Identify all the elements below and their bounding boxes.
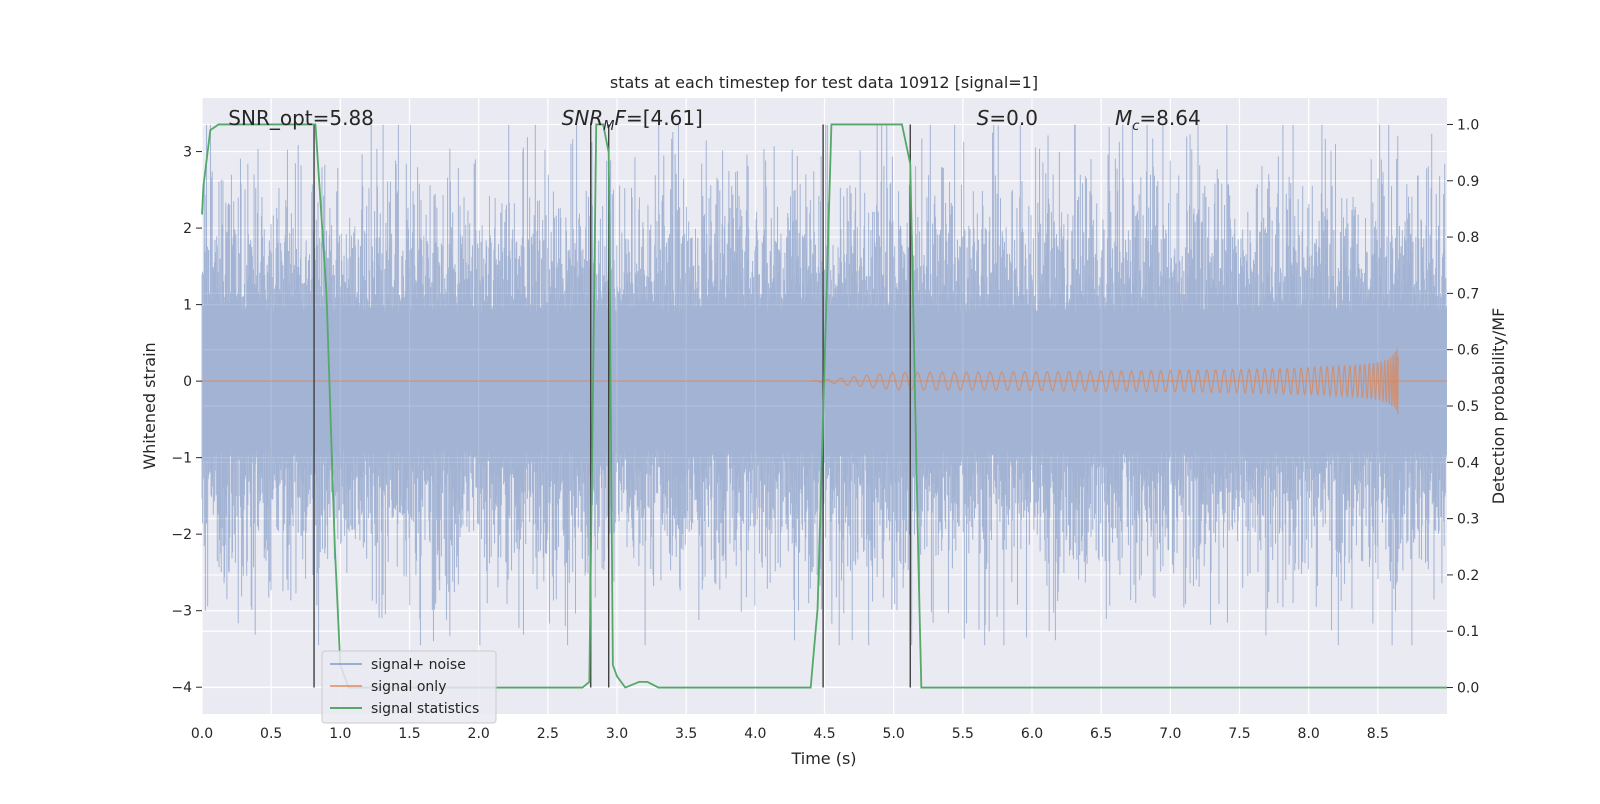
x-tick-label: 5.5 — [952, 726, 974, 742]
x-tick-label: 4.0 — [744, 726, 766, 742]
x-tick-label: 3.0 — [606, 726, 628, 742]
y2-tick-label: 0.2 — [1457, 568, 1479, 584]
legend: signal+ noise signal only signal statist… — [321, 650, 497, 724]
y2-tick-label: 0.1 — [1457, 624, 1479, 640]
y-tick-label: 3 — [183, 145, 192, 161]
signal-chirp — [810, 348, 1399, 415]
annotation: SNR_opt=5.88 — [228, 106, 374, 130]
y2-tick-label: 0.0 — [1457, 681, 1479, 697]
y-tick-label: −1 — [171, 451, 192, 467]
x-tick-label: 7.0 — [1159, 726, 1181, 742]
x-tick-label: 1.5 — [398, 726, 420, 742]
x-tick-label: 0.5 — [260, 726, 282, 742]
x-tick-label: 8.0 — [1298, 726, 1320, 742]
x-tick-labels: 0.0 0.5 1.0 1.5 2.0 2.5 3.0 3.5 4.0 4.5 5.0 5.5 6.0 6… — [191, 726, 1389, 742]
legend-label-stats: signal statistics — [371, 701, 479, 717]
x-tick-label: 1.0 — [329, 726, 351, 742]
legend-label-noise: signal+ noise — [371, 657, 466, 673]
x-tick-label: 6.5 — [1090, 726, 1112, 742]
y-tick-label: −4 — [171, 680, 192, 696]
y-tick-label: 0 — [183, 374, 192, 390]
annotation: SNRMF=[4.61] — [562, 106, 703, 134]
x-tick-label: 3.5 — [675, 726, 697, 742]
x-tick-label: 2.0 — [468, 726, 490, 742]
x-tick-label: 6.0 — [1021, 726, 1043, 742]
annotation: S=0.0 — [977, 106, 1038, 130]
y-axis-label: Whitened strain — [140, 342, 159, 469]
y-tick-label: −3 — [171, 604, 192, 620]
y2-tick-label: 0.3 — [1457, 512, 1479, 528]
series-signal-noise — [201, 124, 1447, 646]
x-tick-label: 4.5 — [813, 726, 835, 742]
annotations: SNR_opt=5.88 SNRMF=[4.61] S=0.0 Mc=8.64 — [228, 106, 1200, 134]
y2-tick-label: 0.4 — [1457, 455, 1479, 471]
y2-tick-label: 0.5 — [1457, 399, 1479, 415]
y2-tick-labels: 1.0 0.9 0.8 0.7 0.6 0.5 0.4 0.3 0.2 0.1 0.0 — [1447, 117, 1479, 697]
legend-box — [321, 650, 497, 724]
y2-tick-label: 0.8 — [1457, 230, 1479, 246]
x-tick-label: 0.0 — [191, 726, 213, 742]
noise-trace — [201, 124, 1447, 646]
y2-axis-label: Detection probability/MF — [1489, 308, 1508, 505]
x-tick-label: 5.0 — [883, 726, 905, 742]
x-tick-label: 7.5 — [1228, 726, 1250, 742]
statistics-line — [201, 123, 1447, 689]
annotation: Mc=8.64 — [1115, 106, 1201, 134]
y-tick-label: −2 — [171, 527, 192, 543]
x-tick-label: 2.5 — [537, 726, 559, 742]
x-axis-label: Time (s) — [790, 749, 856, 768]
series-signal-statistics — [201, 123, 1447, 689]
y-tick-label: 2 — [183, 221, 192, 237]
y-tick-labels: 3 2 1 0 −1 −2 −3 −4 — [171, 145, 202, 696]
y2-tick-label: 0.9 — [1457, 174, 1479, 190]
legend-label-signal: signal only — [371, 679, 446, 695]
y2-tick-label: 0.6 — [1457, 343, 1479, 359]
x-tick-label: 8.5 — [1367, 726, 1389, 742]
y2-gridlines — [202, 123, 1447, 689]
y2-tick-label: 0.7 — [1457, 286, 1479, 302]
chart-title: stats at each timestep for test data 109… — [610, 73, 1038, 92]
y-tick-label: 1 — [183, 298, 192, 314]
y2-tick-label: 1.0 — [1457, 117, 1479, 133]
